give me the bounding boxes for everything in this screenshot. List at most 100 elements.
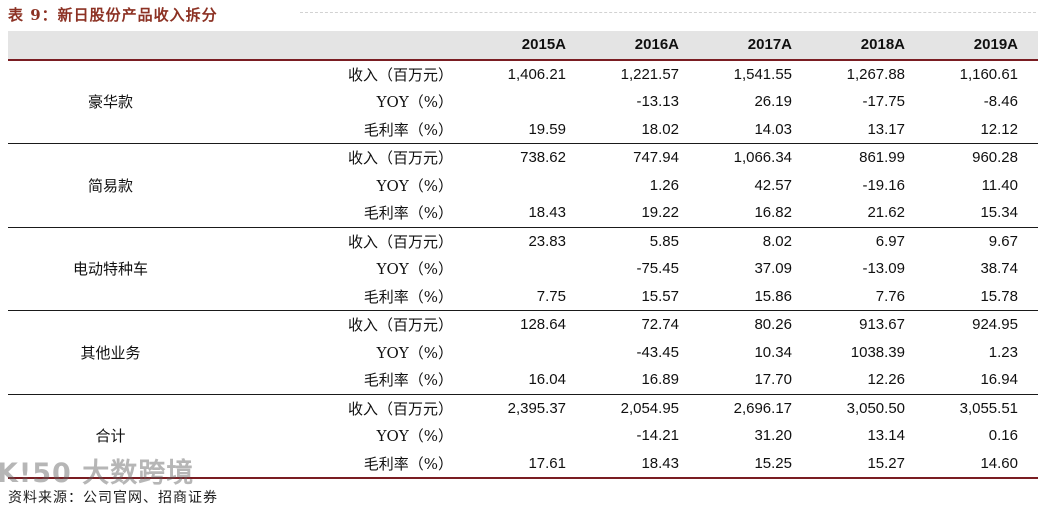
table-row: 其他业务 收入（百万元） 128.64 72.74 80.26 913.67 924.95	[8, 310, 1038, 395]
value-cell	[453, 88, 566, 116]
value-cell: 6.97	[875, 232, 905, 250]
table-row: 电动特种车 收入（百万元） 23.83 5.85 8.02 6.97 9.67	[8, 227, 1038, 311]
value-cell: 42.57	[754, 176, 792, 194]
value-cell: 2,054.95	[620, 399, 679, 417]
value-cell: 1.26	[649, 176, 679, 194]
dashed-divider	[300, 12, 1036, 13]
value-cell: 1,221.57	[620, 65, 679, 83]
metric-label-cell: 毛利率（%）	[213, 115, 453, 144]
value-cell	[453, 255, 566, 283]
value-cell: 17.61	[453, 449, 566, 479]
table-header-row: 2015A 2016A 2017A 2018A 2019A	[8, 31, 1038, 61]
table-row: 简易款 收入（百万元） 738.62 747.94 1,066.34 861.99 960.…	[8, 143, 1038, 228]
value-cell: 2,395.37	[507, 399, 566, 417]
table-row: YOY（%） -14.21 31.20 13.14 0.16	[8, 422, 1038, 450]
table-row: 毛利率（%） 7.75 15.57 15.86 7.76 15.78	[8, 282, 1038, 311]
metric-label-cell: YOY（%）	[376, 176, 453, 195]
value-cell: -8.46	[983, 93, 1018, 111]
value-cell: 128.64	[520, 316, 566, 334]
value-cell: 1,267.88	[846, 65, 905, 83]
metric-label-cell: 收入（百万元）	[347, 65, 453, 84]
metric-label-cell: YOY（%）	[376, 93, 453, 112]
value-cell: 1,406.21	[507, 65, 566, 83]
value-cell: 16.89	[566, 366, 679, 395]
value-cell: 12.26	[792, 366, 905, 395]
value-cell: 23.83	[528, 232, 566, 250]
value-cell: 913.67	[859, 316, 905, 334]
value-cell: 1,066.34	[733, 149, 792, 167]
value-cell: 13.14	[867, 427, 905, 445]
value-cell: 13.17	[792, 115, 905, 144]
source-note: 资料来源：公司官网、招商证券	[8, 490, 218, 506]
value-cell: 14.03	[679, 115, 792, 144]
value-cell: 3,055.51	[959, 399, 1018, 417]
value-cell: -14.21	[636, 427, 679, 445]
value-cell: 15.86	[679, 282, 792, 311]
value-cell: 1,160.61	[959, 65, 1018, 83]
value-cell: 0.16	[988, 427, 1018, 445]
category-cell: 简易款	[8, 143, 213, 228]
value-cell: 16.82	[679, 199, 792, 228]
table-row: 毛利率（%） 17.61 18.43 15.25 15.27 14.60	[8, 449, 1038, 479]
value-cell: 3,050.50	[846, 399, 905, 417]
value-cell: 17.70	[679, 366, 792, 395]
value-cell: 19.59	[453, 115, 566, 144]
metric-label-cell: 收入（百万元）	[347, 149, 453, 168]
table-row: YOY（%） -13.13 26.19 -17.75 -8.46	[8, 88, 1038, 116]
metric-label-cell: YOY（%）	[376, 260, 453, 279]
value-cell: 1,541.55	[733, 65, 792, 83]
value-cell: 7.75	[453, 282, 566, 311]
category-cell: 电动特种车	[8, 227, 213, 311]
value-cell: 15.27	[792, 449, 905, 479]
value-cell: 7.76	[792, 282, 905, 311]
table-row: YOY（%） 1.26 42.57 -19.16 11.40	[8, 172, 1038, 200]
value-cell: 16.94	[905, 366, 1038, 395]
category-cell: 豪华款	[8, 59, 213, 144]
value-cell: 37.09	[754, 260, 792, 278]
value-cell: 738.62	[520, 149, 566, 167]
value-cell: 18.02	[566, 115, 679, 144]
table-row: 合计 收入（百万元） 2,395.37 2,054.95 2,696.17 3,050.5…	[8, 394, 1038, 479]
metric-label-cell: YOY（%）	[376, 427, 453, 446]
value-cell: -13.13	[636, 93, 679, 111]
metric-label-cell: 收入（百万元）	[347, 316, 453, 335]
table-row: YOY（%） -75.45 37.09 -13.09 38.74	[8, 255, 1038, 283]
metric-label-cell: 毛利率（%）	[213, 282, 453, 311]
value-cell: -17.75	[862, 93, 905, 111]
value-cell: 2,696.17	[733, 399, 792, 417]
header-empty-cell	[213, 31, 453, 61]
table-row: 豪华款 收入（百万元） 1,406.21 1,221.57 1,541.55 1,267.…	[8, 59, 1038, 144]
value-cell: 1038.39	[850, 343, 905, 361]
value-cell: -43.45	[636, 343, 679, 361]
value-cell	[453, 172, 566, 200]
value-cell: 15.25	[679, 449, 792, 479]
metric-label-cell: 收入（百万元）	[347, 399, 453, 418]
value-cell: 9.67	[988, 232, 1018, 250]
metric-label-cell: 毛利率（%）	[213, 449, 453, 479]
value-cell: 21.62	[792, 199, 905, 228]
value-cell: 747.94	[633, 149, 679, 167]
value-cell: 18.43	[453, 199, 566, 228]
metric-label-cell: 收入（百万元）	[347, 232, 453, 251]
metric-label-cell: 毛利率（%）	[213, 366, 453, 395]
value-cell: 19.22	[566, 199, 679, 228]
value-cell: -19.16	[862, 176, 905, 194]
table-row: 毛利率（%） 18.43 19.22 16.82 21.62 15.34	[8, 199, 1038, 228]
value-cell: 18.43	[566, 449, 679, 479]
year-header: 2017A	[679, 31, 792, 61]
value-cell: 38.74	[980, 260, 1018, 278]
value-cell: 72.74	[641, 316, 679, 334]
value-cell: 960.28	[972, 149, 1018, 167]
value-cell: 15.34	[905, 199, 1038, 228]
value-cell: 861.99	[859, 149, 905, 167]
category-cell: 合计	[8, 394, 213, 479]
value-cell: 16.04	[453, 366, 566, 395]
year-header: 2015A	[453, 31, 566, 61]
revenue-breakdown-table: 2015A 2016A 2017A 2018A 2019A 豪华款 收入（百万元） 1,40…	[8, 31, 1038, 479]
value-cell: 26.19	[754, 93, 792, 111]
metric-label-cell: YOY（%）	[376, 343, 453, 362]
value-cell	[453, 422, 566, 450]
table-row: 毛利率（%） 16.04 16.89 17.70 12.26 16.94	[8, 366, 1038, 395]
year-header: 2016A	[566, 31, 679, 61]
